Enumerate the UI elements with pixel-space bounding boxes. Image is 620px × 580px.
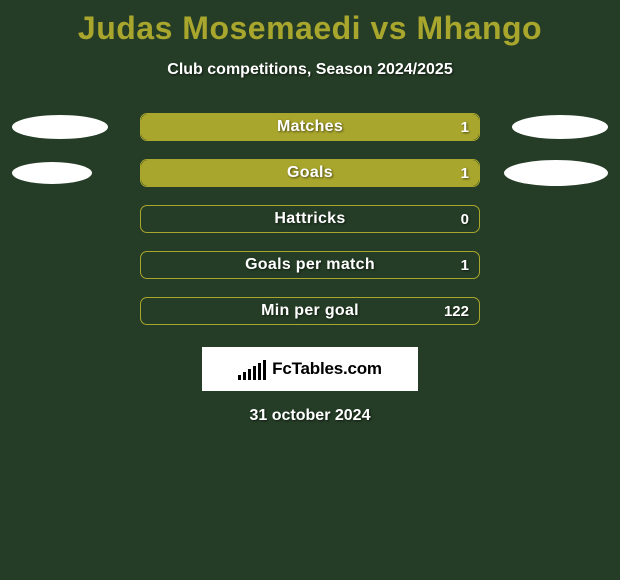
stat-label: Hattricks bbox=[141, 206, 479, 232]
left-ellipse-icon bbox=[12, 162, 92, 184]
stat-label: Goals per match bbox=[141, 252, 479, 278]
left-ellipse-icon bbox=[12, 115, 108, 139]
page-title: Judas Mosemaedi vs Mhango bbox=[0, 0, 620, 47]
stat-label: Goals bbox=[141, 160, 479, 186]
logo-bars-icon bbox=[238, 358, 266, 380]
stat-row: Goals1 bbox=[0, 159, 620, 187]
date-text: 31 october 2024 bbox=[0, 407, 620, 425]
stat-label: Min per goal bbox=[141, 298, 479, 324]
stat-row: Matches1 bbox=[0, 113, 620, 141]
stat-value: 1 bbox=[461, 252, 469, 278]
right-ellipse-icon bbox=[512, 115, 608, 139]
stat-bar: Goals per match1 bbox=[140, 251, 480, 279]
subtitle: Club competitions, Season 2024/2025 bbox=[0, 61, 620, 79]
stat-value: 1 bbox=[461, 160, 469, 186]
stat-row: Goals per match1 bbox=[0, 251, 620, 279]
stat-label: Matches bbox=[141, 114, 479, 140]
logo-text: FcTables.com bbox=[272, 359, 382, 379]
stat-value: 0 bbox=[461, 206, 469, 232]
comparison-infographic: Judas Mosemaedi vs Mhango Club competiti… bbox=[0, 0, 620, 580]
fctables-logo: FcTables.com bbox=[202, 347, 418, 391]
stat-bar: Matches1 bbox=[140, 113, 480, 141]
right-ellipse-icon bbox=[504, 160, 608, 186]
stat-bar: Goals1 bbox=[140, 159, 480, 187]
stat-bar: Min per goal122 bbox=[140, 297, 480, 325]
stat-row: Min per goal122 bbox=[0, 297, 620, 325]
stat-value: 122 bbox=[444, 298, 469, 324]
stat-value: 1 bbox=[461, 114, 469, 140]
stat-rows: Matches1Goals1Hattricks0Goals per match1… bbox=[0, 113, 620, 325]
stat-bar: Hattricks0 bbox=[140, 205, 480, 233]
stat-row: Hattricks0 bbox=[0, 205, 620, 233]
